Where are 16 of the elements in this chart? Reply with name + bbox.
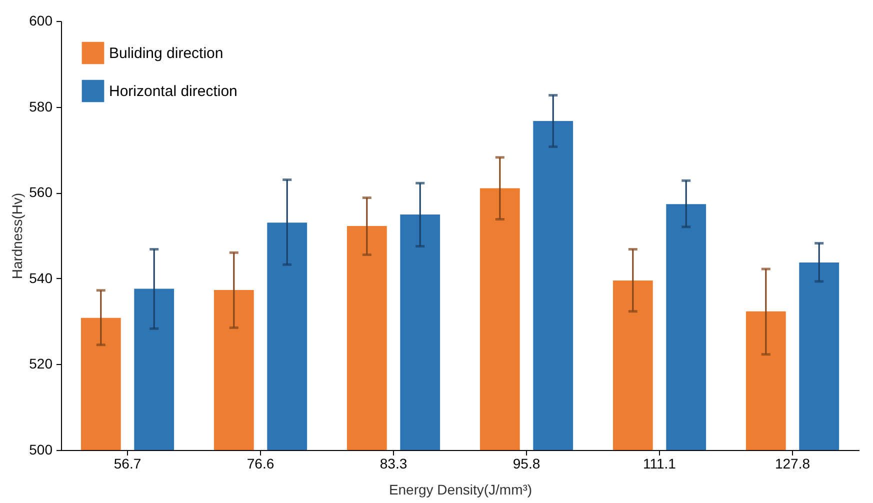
x-tick-label: 95.8 — [512, 456, 540, 472]
legend-label: Horizontal direction — [109, 83, 238, 100]
y-tick-label: 540 — [29, 270, 53, 286]
x-tick-label: 111.1 — [643, 456, 676, 472]
x-axis-title: Energy Density(J/mm³) — [388, 482, 532, 498]
y-tick-label: 580 — [29, 98, 53, 114]
x-tick-label: 56.7 — [114, 456, 142, 472]
legend-label: Buliding direction — [109, 45, 224, 62]
x-tick-label: 83.3 — [380, 456, 408, 472]
y-tick-label: 520 — [29, 356, 53, 372]
y-tick-label: 560 — [29, 184, 53, 200]
x-tick-label: 127.8 — [774, 456, 810, 472]
x-tick-label: 76.6 — [246, 456, 274, 472]
y-axis-title: Hardness(Hv) — [9, 192, 26, 280]
y-tick-label: 600 — [29, 12, 53, 28]
y-tick-label: 500 — [29, 442, 53, 458]
